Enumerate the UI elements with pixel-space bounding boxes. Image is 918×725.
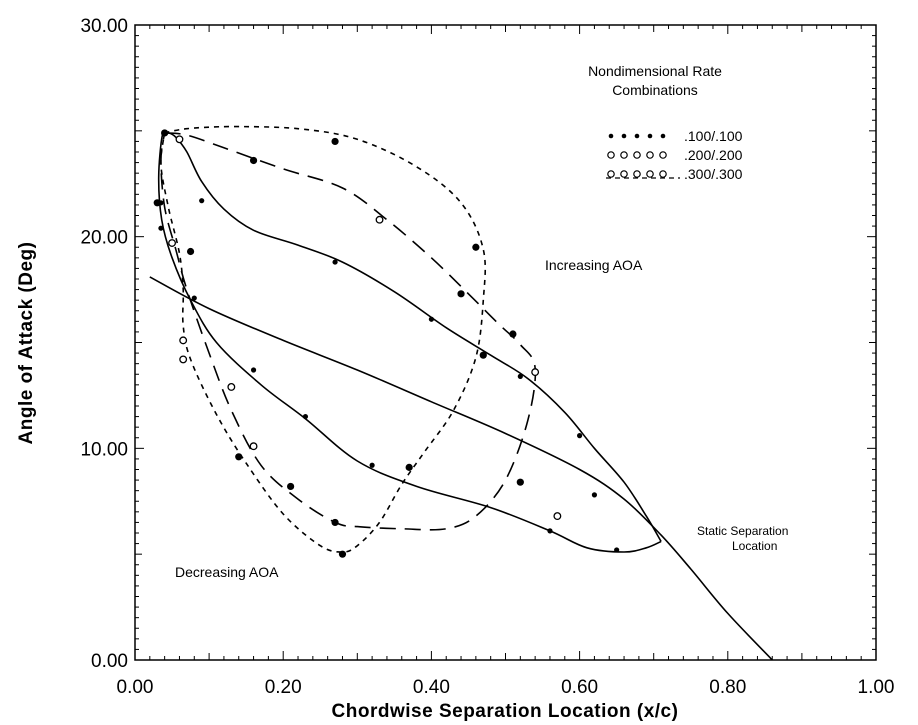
y-tick-label: 30.00	[80, 16, 128, 37]
legend-title-line1: Nondimensional Rate	[588, 63, 722, 79]
legend-marker-300	[646, 170, 654, 178]
legend-entry-100: .100/.100	[684, 128, 743, 144]
legend-marker-100	[608, 133, 614, 139]
legend-marker-100	[660, 133, 666, 139]
x-tick-label: 0.40	[413, 677, 450, 698]
series-line-2	[160, 132, 537, 531]
data-point-series-3	[153, 199, 161, 207]
data-point-series-3	[186, 247, 195, 256]
data-point-series-2	[175, 135, 184, 144]
data-point-series-1	[369, 462, 375, 468]
data-point-series-1	[191, 295, 197, 301]
data-point-series-1	[199, 198, 205, 204]
data-point-series-1	[302, 413, 309, 420]
data-point-series-3	[479, 351, 487, 359]
data-point-series-2	[227, 383, 236, 391]
legend-title-line2: Combinations	[612, 82, 698, 98]
legend-marker-300	[633, 170, 641, 178]
legend-marker-100	[647, 133, 653, 139]
legend-marker-300	[659, 170, 667, 178]
x-tick-label: 0.60	[561, 677, 598, 698]
data-point-series-1	[517, 373, 523, 379]
x-tick-label: 0.20	[265, 677, 302, 698]
legend-marker-200	[620, 151, 628, 159]
y-tick-label: 20.00	[80, 228, 128, 249]
series-line-3	[160, 125, 487, 553]
x-tick-label: 0.80	[709, 677, 746, 698]
series-line-1	[157, 130, 662, 553]
legend-marker-200	[607, 151, 615, 159]
legend-entry-300: .300/.300	[684, 166, 743, 182]
data-point-series-2	[179, 355, 188, 364]
static-separation-line	[149, 276, 773, 661]
data-point-series-1	[591, 492, 598, 498]
data-point-series-3	[516, 478, 524, 486]
data-point-series-3	[338, 550, 347, 558]
legend-marker-100	[634, 133, 640, 139]
data-point-series-2	[375, 215, 384, 224]
x-tick-label: 0.00	[117, 677, 154, 698]
data-point-series-1	[547, 528, 553, 534]
data-point-series-1	[158, 225, 164, 231]
annotation-static-separation-line1: Static Separation	[697, 524, 788, 538]
annotation-decreasing-aoa: Decreasing AOA	[175, 564, 279, 580]
data-point-series-3	[472, 243, 480, 251]
x-axis-title: Chordwise Separation Location (x/c)	[332, 701, 679, 722]
data-point-series-1	[614, 547, 620, 553]
y-tick-label: 0.00	[91, 651, 128, 672]
legend: Nondimensional Rate Combinations .100/.1…	[588, 63, 743, 182]
data-point-series-3	[235, 453, 243, 461]
data-point-series-2	[553, 512, 562, 521]
y-tick-label: 10.00	[80, 439, 128, 460]
data-point-series-3	[509, 330, 517, 338]
legend-marker-300	[607, 170, 615, 178]
data-point-series-3	[249, 156, 258, 165]
data-point-series-3	[331, 518, 339, 527]
data-point-series-3	[405, 463, 413, 471]
data-point-series-1	[577, 433, 583, 439]
legend-marker-100	[621, 133, 627, 139]
data-point-series-2	[249, 442, 258, 451]
legend-entry-200: .200/.200	[684, 147, 743, 163]
legend-symbols	[606, 133, 680, 179]
legend-marker-200	[646, 151, 654, 159]
data-point-series-1	[332, 259, 338, 265]
annotation-static-separation-line2: Location	[732, 539, 777, 553]
data-point-series-2	[168, 239, 176, 247]
legend-marker-300	[620, 170, 628, 178]
data-point-series-1	[428, 316, 434, 322]
annotation-increasing-aoa: Increasing AOA	[545, 257, 643, 273]
series-markers	[153, 129, 620, 558]
legend-marker-200	[659, 151, 667, 159]
tick-labels: 0.00 0.20 0.40 0.60 0.80 1.00 0.00 10.00 20.00 30…	[80, 16, 894, 698]
data-point-series-1	[250, 367, 257, 373]
x-tick-label: 1.00	[858, 677, 895, 698]
axis-ticks	[134, 24, 877, 661]
data-point-series-3	[331, 137, 339, 146]
y-axis-title: Angle of Attack (Deg)	[16, 242, 37, 445]
data-point-series-3	[161, 129, 169, 137]
data-point-series-2	[531, 368, 540, 377]
legend-marker-200	[633, 151, 641, 159]
data-point-series-3	[287, 482, 295, 491]
data-point-series-3	[457, 290, 465, 298]
data-point-series-2	[179, 336, 188, 345]
